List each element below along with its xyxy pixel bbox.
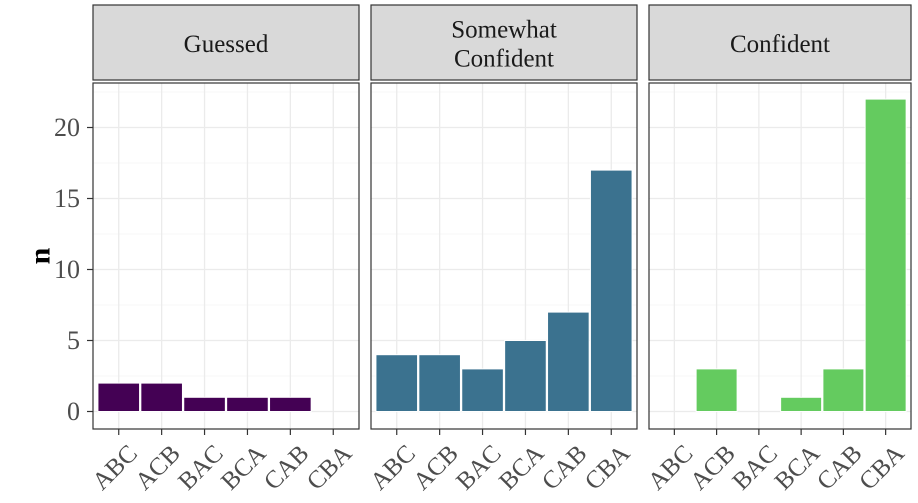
panel-border-2 — [648, 82, 912, 430]
x-tick-label-1-CBA: CBA — [580, 440, 635, 495]
bar-1-CBA — [589, 169, 633, 412]
x-tick-label-2-ACB: ACB — [685, 440, 740, 495]
facet-strip-1 — [370, 4, 638, 81]
bar-0-ACB — [140, 382, 183, 413]
x-tick-label-2-CBA: CBA — [854, 440, 909, 495]
x-tick-label-0-CAB: CAB — [259, 440, 314, 495]
facet-strip-0 — [92, 4, 360, 81]
x-tick-label-1-ACB: ACB — [408, 440, 463, 495]
bar-0-BAC — [183, 396, 226, 412]
bar-0-CAB — [269, 396, 312, 412]
y-tick-label-10: 10 — [54, 255, 80, 284]
x-tick-label-2-BCA: BCA — [770, 440, 825, 495]
x-tick-label-0-BAC: BAC — [173, 440, 228, 495]
bar-2-BCA — [780, 396, 823, 412]
facet-label-0-line-0: Guessed — [184, 31, 269, 58]
x-tick-label-2-CAB: CAB — [812, 440, 867, 495]
x-tick-label-1-BCA: BCA — [494, 440, 549, 495]
y-tick-label-5: 5 — [67, 326, 80, 355]
bar-1-ABC — [375, 354, 419, 413]
x-tick-label-1-ABC: ABC — [365, 440, 420, 495]
bar-1-CAB — [547, 311, 590, 413]
bar-1-BCA — [504, 340, 547, 412]
bar-0-BCA — [226, 396, 269, 412]
facet-label-1-line-0: Somewhat — [451, 17, 557, 44]
x-tick-label-0-ABC: ABC — [87, 440, 142, 495]
x-tick-label-1-BAC: BAC — [451, 440, 506, 495]
panel-background-0 — [93, 83, 359, 429]
panel-border-0 — [92, 82, 360, 430]
x-tick-label-0-CBA: CBA — [302, 440, 357, 495]
x-tick-label-2-BAC: BAC — [728, 440, 783, 495]
bar-2-CAB — [822, 368, 865, 412]
y-tick-label-20: 20 — [54, 113, 80, 142]
x-tick-label-2-ABC: ABC — [643, 440, 698, 495]
facet-strip-2 — [648, 4, 912, 81]
bar-2-CBA — [864, 98, 907, 412]
y-axis-title: n — [24, 247, 57, 264]
x-tick-label-1-CAB: CAB — [537, 440, 592, 495]
panel-border-1 — [370, 82, 638, 430]
y-tick-label-15: 15 — [54, 184, 80, 213]
bar-1-ACB — [418, 354, 461, 413]
bar-1-BAC — [461, 368, 504, 412]
bar-2-ACB — [695, 368, 738, 412]
facet-label-2-line-0: Confident — [730, 31, 830, 58]
x-tick-label-0-BCA: BCA — [216, 440, 271, 495]
bar-0-ABC — [97, 382, 141, 413]
y-tick-label-0: 0 — [67, 397, 80, 426]
x-tick-label-0-ACB: ACB — [130, 440, 185, 495]
facet-label-1-line-1: Confident — [454, 46, 554, 73]
